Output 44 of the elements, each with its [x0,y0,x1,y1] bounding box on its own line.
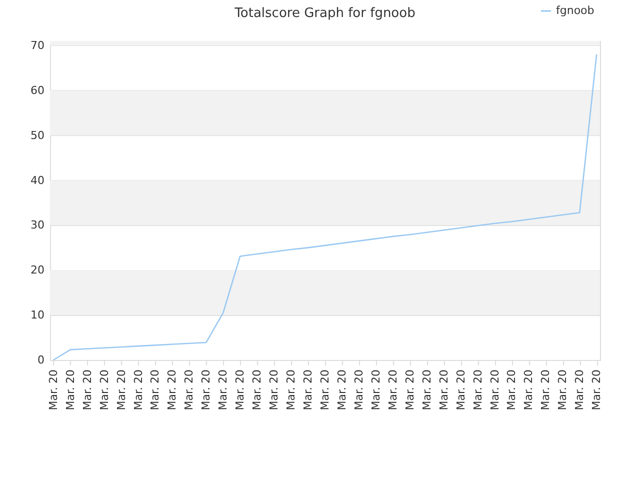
y-tick-label: 30 [30,218,44,232]
x-tick-label: Mar. 20 [403,370,416,410]
x-tick-label: Mar. 20 [166,370,179,410]
x-tick-label: Mar. 20 [556,370,570,410]
x-tick-label: Mar. 20 [250,370,264,410]
x-tick-label: Mar. 20 [64,370,77,410]
x-tick-label: Mar. 20 [488,370,502,410]
x-tick-label: Mar. 20 [182,370,196,410]
x-tick-label: Mar. 20 [335,370,348,410]
y-tick-label: 50 [30,128,44,142]
x-tick-label: Mar. 20 [352,370,366,410]
x-tick-label: Mar. 20 [98,370,111,410]
x-tick-label: Mar. 20 [268,370,281,410]
x-tick-label: Mar. 20 [114,370,128,410]
x-tick-label: Mar. 20 [302,370,315,410]
y-tick-label: 60 [30,84,44,97]
x-tick-label: Mar. 20 [200,370,213,410]
x-tick-label: Mar. 20 [318,370,332,410]
x-tick-label: Mar. 20 [369,370,382,410]
x-tick-label: Mar. 20 [437,370,450,410]
legend-label: fgnoob [556,4,594,17]
x-tick-label: Mar. 20 [132,370,145,410]
x-tick-label: Mar. 20 [471,370,484,410]
x-tick-label: Mar. 20 [522,370,536,410]
x-tick-label: Mar. 20 [148,370,162,410]
x-tick-label: Mar. 20 [46,370,60,410]
chart-title: Totalscore Graph for fgnoob [234,6,416,21]
x-tick-label: Mar. 20 [420,370,434,410]
x-tick-label: Mar. 20 [386,370,400,410]
y-tick-label: 20 [30,264,44,277]
x-tick-label: Mar. 20 [539,370,552,410]
x-tick-label: Mar. 20 [573,370,586,410]
y-tick-label: 70 [30,38,44,52]
y-tick-label: 10 [30,308,44,322]
x-tick-label: Mar. 20 [216,370,230,410]
x-tick-label: Mar. 20 [505,370,518,410]
x-tick-label: Mar. 20 [234,370,247,410]
line-series [52,54,598,361]
x-tick-label: Mar. 20 [590,370,604,410]
y-tick-label: 40 [30,174,44,187]
x-tick-label: Mar. 20 [454,370,468,410]
x-tick-label: Mar. 20 [80,370,94,410]
x-tick-label: Mar. 20 [284,370,298,410]
y-tick-label: 0 [38,354,44,366]
